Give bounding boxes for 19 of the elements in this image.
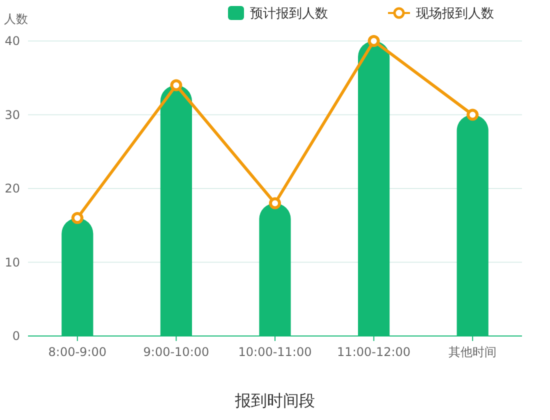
x-tick-label: 8:00-9:00 [48, 345, 107, 359]
y-tick-label: 10 [4, 255, 20, 270]
y-axis-title: 人数 [4, 12, 28, 26]
x-tick-label: 10:00-11:00 [238, 345, 312, 359]
legend-label: 预计报到人数 [250, 6, 328, 22]
y-tick-label: 30 [4, 108, 20, 122]
x-axis-title: 报到时间段 [234, 391, 315, 410]
x-tick-label: 其他时间 [448, 345, 497, 359]
y-tick-label: 0 [12, 329, 20, 344]
point [71, 212, 84, 224]
point [170, 79, 182, 92]
point [368, 35, 380, 47]
y-tick-label: 20 [4, 182, 20, 196]
legend-label: 现场报到人数 [416, 6, 494, 22]
point [466, 108, 479, 121]
x-tick-label: 11:00-12:00 [337, 345, 411, 359]
y-tick-label: 40 [4, 34, 20, 48]
point [269, 197, 281, 210]
x-tick-label: 9:00-10:00 [143, 345, 210, 359]
